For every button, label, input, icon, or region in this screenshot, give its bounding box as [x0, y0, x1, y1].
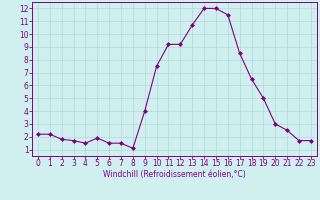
X-axis label: Windchill (Refroidissement éolien,°C): Windchill (Refroidissement éolien,°C) [103, 170, 246, 179]
